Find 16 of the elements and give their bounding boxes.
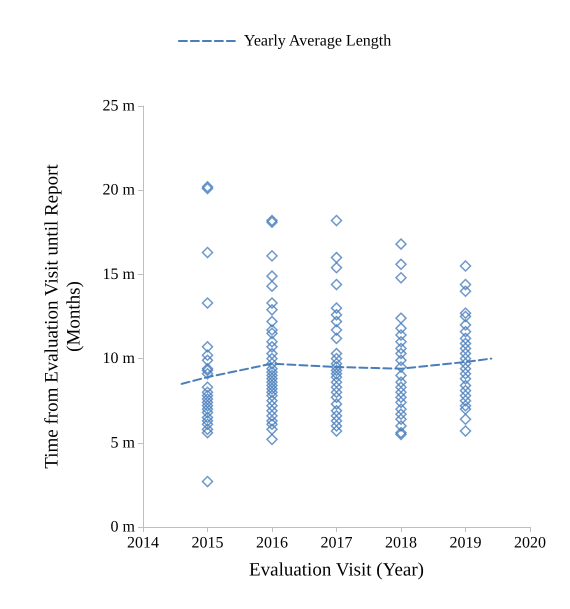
x-tick-label: 2019	[450, 534, 482, 552]
x-axis-title: Evaluation Visit (Year)	[249, 560, 424, 580]
x-tick-label: 2015	[192, 534, 224, 552]
x-tick-label: 2020	[514, 534, 546, 552]
x-tick-label: 2018	[385, 534, 417, 552]
y-axis-title: Time from Evaluation Visit until Report (Months)	[42, 164, 84, 469]
y-tick-label: 15 m	[102, 266, 136, 283]
x-tick-label: 2014	[127, 534, 159, 552]
y-tick-label: 5 m	[110, 434, 136, 452]
y-tick-label: 10 m	[102, 350, 136, 368]
x-tick-label: 2016	[256, 534, 288, 552]
y-tick-label: 0 m	[110, 518, 136, 536]
y-tick-label: 25 m	[102, 98, 136, 114]
legend-label: Yearly Average Length	[244, 32, 392, 50]
y-tick-label: 20 m	[102, 182, 136, 199]
x-tick-label: 2017	[320, 534, 352, 552]
